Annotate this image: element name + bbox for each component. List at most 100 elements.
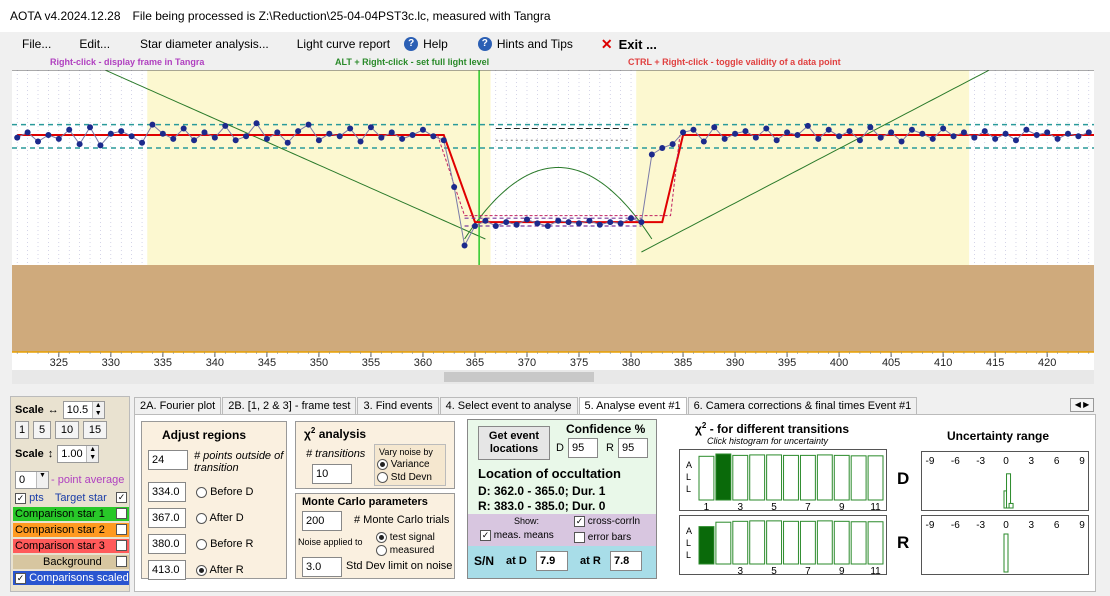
points-outside-spinner[interactable]: 24 — [148, 450, 188, 470]
after-r-option[interactable]: After R — [196, 564, 244, 576]
get-event-locations-button[interactable]: Get event locations — [478, 426, 550, 460]
before-r-option[interactable]: Before R — [196, 538, 253, 550]
tab-frame-test[interactable]: 2B. [1, 2 & 3] - frame test — [222, 397, 357, 415]
chi2-bar — [715, 521, 732, 565]
chi2-bar — [698, 455, 715, 501]
after-d-value[interactable]: 367.0 — [148, 508, 186, 528]
comp2-checkbox[interactable] — [116, 524, 127, 535]
chi2-histogram-d[interactable]: A L L 1 3 5 7 9 11 — [679, 449, 888, 513]
data-point — [981, 128, 988, 135]
background-checkbox[interactable] — [116, 556, 127, 567]
std-limit-spinner[interactable]: 3.0 — [302, 557, 342, 577]
cross-corr-checkbox[interactable]: ✓ — [574, 516, 585, 527]
tab-select-event[interactable]: 4. Select event to analyse — [439, 397, 578, 415]
menu-hints[interactable]: ? Hints and Tips — [477, 37, 573, 51]
data-point — [430, 133, 437, 140]
pts-label: pts — [29, 492, 44, 504]
menu-edit[interactable]: Edit... — [79, 37, 111, 51]
comps-scaled-checkbox[interactable]: ✓ — [15, 572, 26, 584]
variance-option[interactable]: Variance — [377, 459, 430, 470]
chi2-tick-label: 9 — [839, 566, 845, 576]
before-d-value[interactable]: 334.0 — [148, 482, 186, 502]
chi2-tick-label: 9 — [839, 502, 845, 512]
conf-d-spinner[interactable]: 95 — [568, 438, 598, 458]
plot-scrollbar[interactable] — [12, 370, 1094, 384]
before-r-radio[interactable] — [196, 538, 207, 550]
chi2-bar — [732, 454, 749, 501]
analyse-event-pane: Adjust regions 24 # points outside of tr… — [134, 414, 1096, 592]
comps-scaled-row: ✓ Comparisons scaled — [13, 571, 129, 585]
meas-means-checkbox[interactable]: ✓ — [480, 530, 491, 541]
data-point — [940, 125, 947, 132]
data-point — [440, 137, 447, 144]
measured-option[interactable]: measured — [376, 545, 434, 556]
x-tick-label: 405 — [882, 357, 900, 369]
scale-5-button[interactable]: 5 — [33, 421, 51, 439]
after-d-option[interactable]: After D — [196, 512, 244, 524]
data-point — [877, 134, 884, 141]
spin-arrows-icon[interactable]: ▲ ▼ — [91, 402, 104, 418]
after-d-radio[interactable] — [196, 512, 207, 524]
scale-1-button[interactable]: 1 — [15, 421, 29, 439]
dropdown-arrow-icon[interactable]: ▼ — [36, 472, 48, 488]
conf-r-spinner[interactable]: 95 — [618, 438, 648, 458]
tab-analyse-event[interactable]: 5. Analyse event #1 — [578, 397, 687, 415]
comp1-checkbox[interactable] — [116, 508, 127, 519]
scale-v-spinner[interactable]: 1.00 ▲ ▼ — [57, 445, 100, 463]
comp3-checkbox[interactable] — [116, 540, 127, 551]
light-curve-plot[interactable]: 325 330 335 340 345 350 355 360 365 370 375 380 385 3… — [12, 70, 1094, 370]
test-signal-option[interactable]: test signal — [376, 532, 435, 543]
target-star-checkbox[interactable]: ✓ — [116, 492, 127, 503]
chi2-histogram-r[interactable]: A L L 1 3 5 7 9 11 — [679, 515, 888, 577]
error-bars-checkbox[interactable] — [574, 532, 585, 543]
pts-checkbox[interactable]: ✓ — [15, 492, 26, 504]
menu-file[interactable]: File... — [22, 37, 52, 51]
data-point — [461, 242, 468, 249]
scale-h-spinner[interactable]: 10.5 ▲ ▼ — [62, 401, 105, 419]
variance-radio[interactable] — [377, 459, 388, 470]
menu-exit[interactable]: ✕ Exit ... — [601, 36, 657, 53]
tab-scroll-arrows[interactable]: ◀ ▶ — [1070, 398, 1094, 412]
std-devn-radio[interactable] — [377, 472, 388, 483]
chi2-bar — [749, 520, 766, 565]
error-bars-option[interactable]: error bars — [574, 532, 631, 543]
data-point — [1044, 129, 1051, 136]
before-d-radio[interactable] — [196, 486, 207, 498]
tab-fourier[interactable]: 2A. Fourier plot — [134, 397, 222, 415]
comp1-row: Comparison star 1 — [13, 507, 129, 521]
after-r-value[interactable]: 413.0 — [148, 560, 186, 580]
tab-find-events[interactable]: 3. Find events — [357, 397, 439, 415]
transitions-spinner[interactable]: 10 — [312, 464, 352, 484]
before-d-option[interactable]: Before D — [196, 486, 253, 498]
cross-corr-option[interactable]: ✓ cross-corrln — [574, 516, 640, 527]
point-average-select[interactable]: 0 ▼ — [15, 471, 49, 489]
background-band — [12, 265, 1094, 352]
data-point — [784, 129, 791, 136]
menu-help[interactable]: ? Help — [404, 37, 448, 51]
std-devn-option[interactable]: Std Devn — [377, 472, 432, 483]
menu-star-diameter[interactable]: Star diameter analysis... — [140, 37, 269, 51]
data-point — [315, 137, 322, 144]
spin-arrows-icon[interactable]: ▲ ▼ — [86, 446, 99, 462]
chi2-bar — [715, 453, 732, 501]
tab-camera-corrections[interactable]: 6. Camera corrections & final times Even… — [687, 397, 918, 415]
menu-light-curve-report[interactable]: Light curve report — [296, 37, 391, 51]
baseline-region-before-d — [147, 70, 491, 265]
test-signal-radio[interactable] — [376, 532, 387, 543]
event-location-panel: Get event locations Confidence % D 95 R … — [467, 419, 657, 579]
after-r-label: After R — [209, 564, 244, 576]
after-r-radio[interactable] — [196, 564, 207, 576]
scale-10-button[interactable]: 10 — [55, 421, 79, 439]
vary-noise-group: Vary noise by Variance Std Devn — [374, 444, 446, 486]
before-r-value[interactable]: 380.0 — [148, 534, 186, 554]
measured-radio[interactable] — [376, 545, 387, 556]
data-point — [295, 128, 302, 135]
scale-15-button[interactable]: 15 — [83, 421, 107, 439]
light-curve-svg[interactable]: 325 330 335 340 345 350 355 360 365 370 375 380 385 3… — [12, 70, 1094, 370]
scroll-thumb[interactable] — [444, 372, 594, 382]
chi2-tick-label: 11 — [870, 502, 881, 512]
meas-means-option[interactable]: ✓ meas. means — [480, 530, 554, 541]
mc-trials-spinner[interactable]: 200 — [302, 511, 342, 531]
